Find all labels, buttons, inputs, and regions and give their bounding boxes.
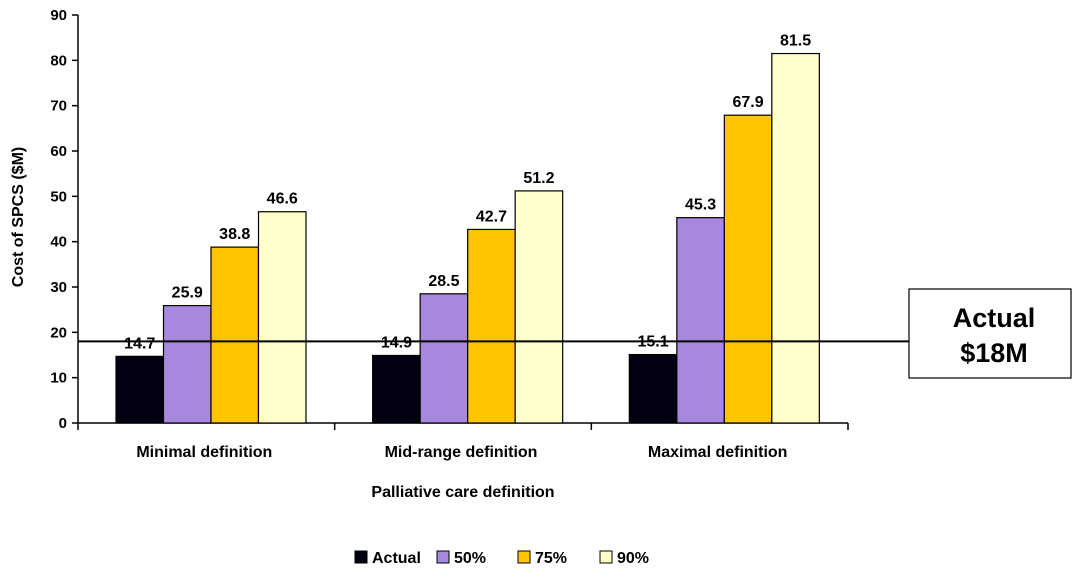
bar xyxy=(514,190,564,424)
legend-swatch xyxy=(354,550,368,564)
bar xyxy=(162,304,212,424)
bar xyxy=(628,353,678,424)
y-tick-label: 60 xyxy=(50,143,67,160)
bar xyxy=(723,114,773,424)
y-tick-label: 80 xyxy=(50,52,67,69)
data-label: 67.9 xyxy=(733,94,764,111)
x-tick-label: Mid-range definition xyxy=(385,444,538,461)
legend-label: 90% xyxy=(617,550,649,567)
data-label: 51.2 xyxy=(523,170,554,187)
legend-swatch xyxy=(599,550,613,564)
legend-swatch xyxy=(436,550,450,564)
data-label: 45.3 xyxy=(685,197,716,214)
bar xyxy=(467,228,516,424)
data-label: 38.8 xyxy=(219,226,250,243)
data-label: 81.5 xyxy=(780,33,811,50)
reference-callout-box xyxy=(908,288,1072,379)
legend-label: 75% xyxy=(535,550,567,567)
y-tick-label: 30 xyxy=(50,279,67,296)
y-tick-label: 20 xyxy=(50,324,67,341)
bar xyxy=(372,354,421,424)
y-axis-label: Cost of SPCS ($M) xyxy=(10,147,27,287)
bar xyxy=(210,246,260,424)
reference-label-line1: Actual xyxy=(953,303,1036,333)
x-tick-label: Maximal definition xyxy=(648,444,788,461)
x-tick-label: Minimal definition xyxy=(136,444,272,461)
y-tick-label: 50 xyxy=(50,188,67,205)
legend-label: Actual xyxy=(372,550,421,567)
reference-label-line2: $18M xyxy=(960,338,1028,368)
bar xyxy=(419,293,469,424)
data-label: 42.7 xyxy=(476,208,507,225)
data-label: 14.9 xyxy=(381,334,412,351)
bar xyxy=(676,217,725,424)
bar xyxy=(771,52,820,424)
data-label: 28.5 xyxy=(428,273,459,290)
y-tick-label: 90 xyxy=(50,7,67,24)
y-tick-label: 70 xyxy=(50,98,67,115)
data-label: 14.7 xyxy=(124,335,155,352)
data-label: 46.6 xyxy=(267,191,298,208)
y-tick-label: 10 xyxy=(50,370,67,387)
bar xyxy=(257,211,307,424)
data-label: 25.9 xyxy=(172,285,203,302)
bar xyxy=(115,355,165,424)
legend-swatch xyxy=(517,550,531,564)
legend-label: 50% xyxy=(454,550,486,567)
x-axis-label: Palliative care definition xyxy=(371,484,554,501)
y-axis-title: Cost of SPCS ($M) xyxy=(10,147,27,287)
y-tick-label: 0 xyxy=(59,415,67,432)
y-tick-label: 40 xyxy=(50,234,67,251)
